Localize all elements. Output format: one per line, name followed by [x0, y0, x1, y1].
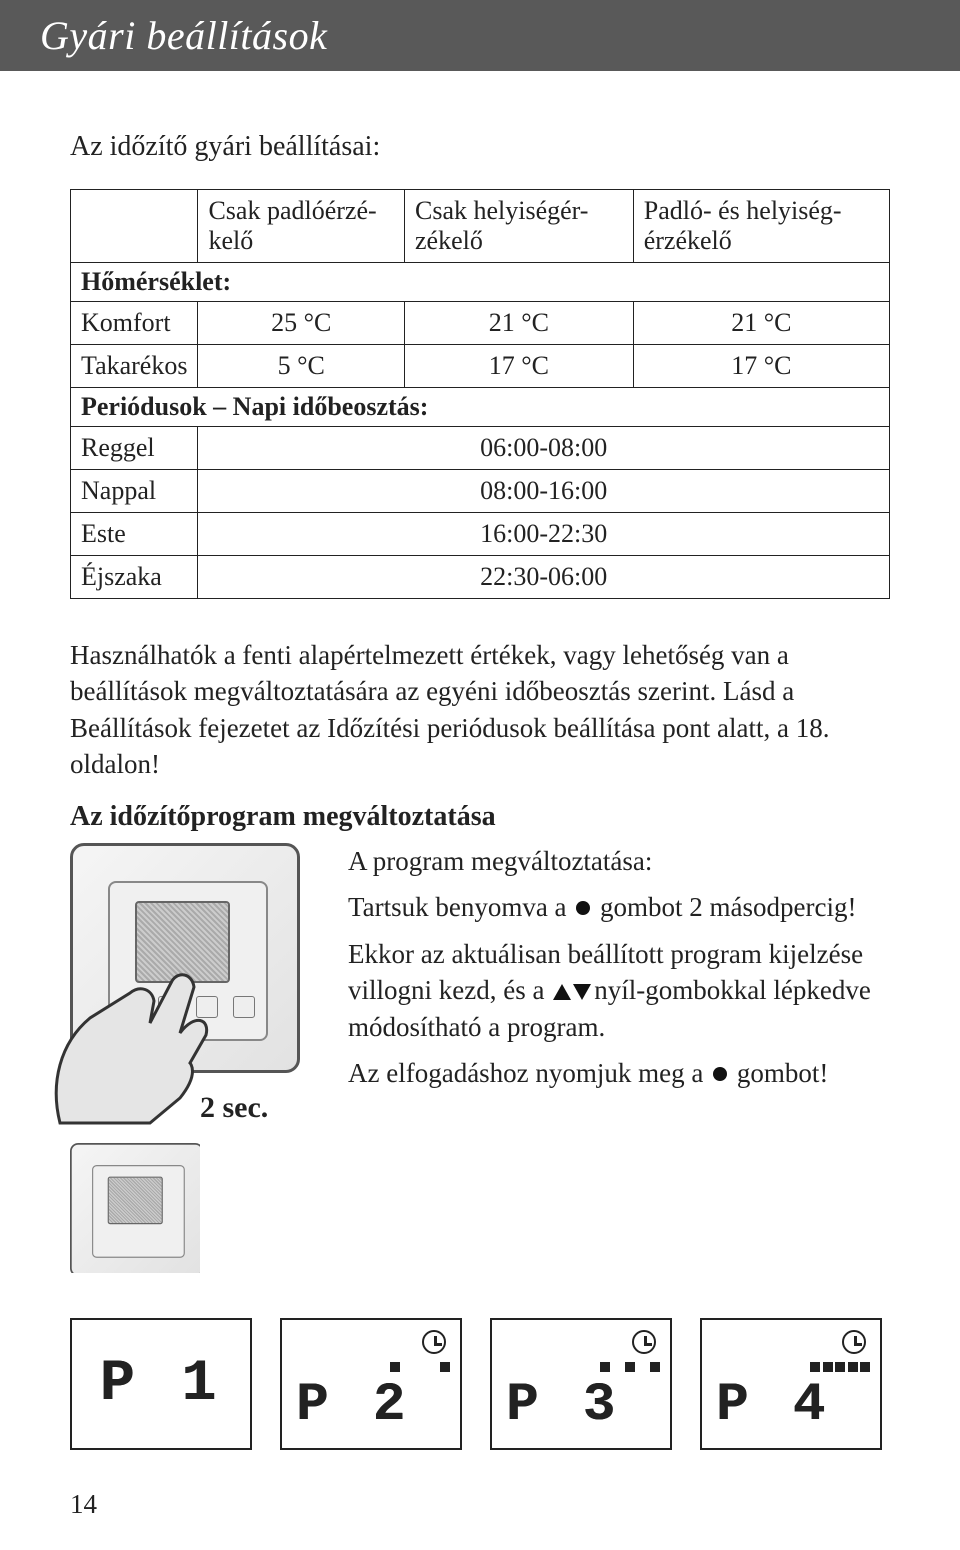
intro-text: Az időzítő gyári beállításai:: [70, 131, 890, 163]
table-section-row: Periódusok – Napi időbeosztás:: [71, 388, 890, 427]
lcd-dots: [600, 1362, 660, 1380]
table-cell: 21 °C: [633, 302, 889, 345]
table-cell: 5 °C: [198, 345, 405, 388]
table-cell: 21 °C: [404, 302, 633, 345]
main-content: Az időzítő gyári beállításai: Csak padló…: [0, 71, 960, 1173]
table-cell: Komfort: [71, 302, 198, 345]
clock-icon: [422, 1330, 446, 1354]
clock-icon: [632, 1330, 656, 1354]
thermostat-small: [70, 1143, 200, 1273]
lcd-panel: P 3: [490, 1318, 672, 1450]
page-title: Gyári beállítások: [40, 13, 327, 58]
settings-table: Csak padlóérzé-kelő Csak helyiségér-zéke…: [70, 189, 890, 599]
table-cell: Takarékos: [71, 345, 198, 388]
table-section-row: Hőmérséklet:: [71, 263, 890, 302]
table-cell: Nappal: [71, 470, 198, 513]
table-cell: 17 °C: [404, 345, 633, 388]
lcd-dots: [390, 1362, 450, 1380]
dot-icon: [713, 1067, 727, 1081]
lcd-dots: [810, 1362, 870, 1380]
table-cell: Csak helyiségér-zékelő: [404, 190, 633, 263]
lcd-panel: P 2: [280, 1318, 462, 1450]
thermostat-illustration: 2 sec.: [70, 843, 320, 1173]
table-cell: Csak padlóérzé-kelő: [198, 190, 405, 263]
table-cell: [71, 190, 198, 263]
table-row: Komfort 25 °C 21 °C 21 °C: [71, 302, 890, 345]
table-cell: 17 °C: [633, 345, 889, 388]
table-cell: Reggel: [71, 427, 198, 470]
table-section-label: Hőmérséklet:: [71, 263, 890, 302]
table-cell: 16:00-22:30: [198, 513, 890, 556]
seconds-label: 2 sec.: [200, 1091, 268, 1125]
lcd-text: P 1: [100, 1352, 222, 1417]
table-header-row: Csak padlóérzé-kelő Csak helyiségér-zéke…: [71, 190, 890, 263]
instr-line: Tartsuk benyomva a gombot 2 másodpercig!: [348, 889, 890, 925]
table-cell: 06:00-08:00: [198, 427, 890, 470]
lcd-panel: P 4: [700, 1318, 882, 1450]
lcd-text: P 3: [506, 1375, 621, 1436]
table-cell: 08:00-16:00: [198, 470, 890, 513]
table-cell: Este: [71, 513, 198, 556]
triangle-up-icon: [553, 984, 571, 1000]
instr-line: Ekkor az aktuálisan beállított program k…: [348, 936, 890, 1045]
body-paragraph: Használhatók a fenti alapértelmezett ért…: [70, 637, 890, 783]
instruction-row: 2 sec. A program megváltoztatása: Tartsu…: [70, 843, 890, 1173]
subheading: Az időzítőprogram megváltoztatása: [70, 801, 890, 833]
table-section-label: Periódusok – Napi időbeosztás:: [71, 388, 890, 427]
table-row: Nappal 08:00-16:00: [71, 470, 890, 513]
lcd-text: P 2: [296, 1375, 411, 1436]
instr-line: Az elfogadáshoz nyomjuk meg a gombot!: [348, 1055, 890, 1091]
table-cell: Padló- és helyiség-érzékelő: [633, 190, 889, 263]
table-cell: 25 °C: [198, 302, 405, 345]
table-row: Éjszaka 22:30-06:00: [71, 556, 890, 599]
triangle-down-icon: [573, 984, 591, 1000]
table-cell: Éjszaka: [71, 556, 198, 599]
lcd-row: P 1 P 2 P 3 P 4: [70, 1318, 882, 1450]
table-row: Este 16:00-22:30: [71, 513, 890, 556]
page-header: Gyári beállítások: [0, 0, 960, 71]
lcd-panel: P 1: [70, 1318, 252, 1450]
table-cell: 22:30-06:00: [198, 556, 890, 599]
dot-icon: [576, 901, 590, 915]
instr-line: A program megváltoztatása:: [348, 843, 890, 879]
page-number: 14: [70, 1489, 97, 1520]
instruction-text: A program megváltoztatása: Tartsuk benyo…: [348, 843, 890, 1173]
clock-icon: [842, 1330, 866, 1354]
lcd-text: P 4: [716, 1375, 831, 1436]
table-row: Reggel 06:00-08:00: [71, 427, 890, 470]
table-row: Takarékos 5 °C 17 °C 17 °C: [71, 345, 890, 388]
